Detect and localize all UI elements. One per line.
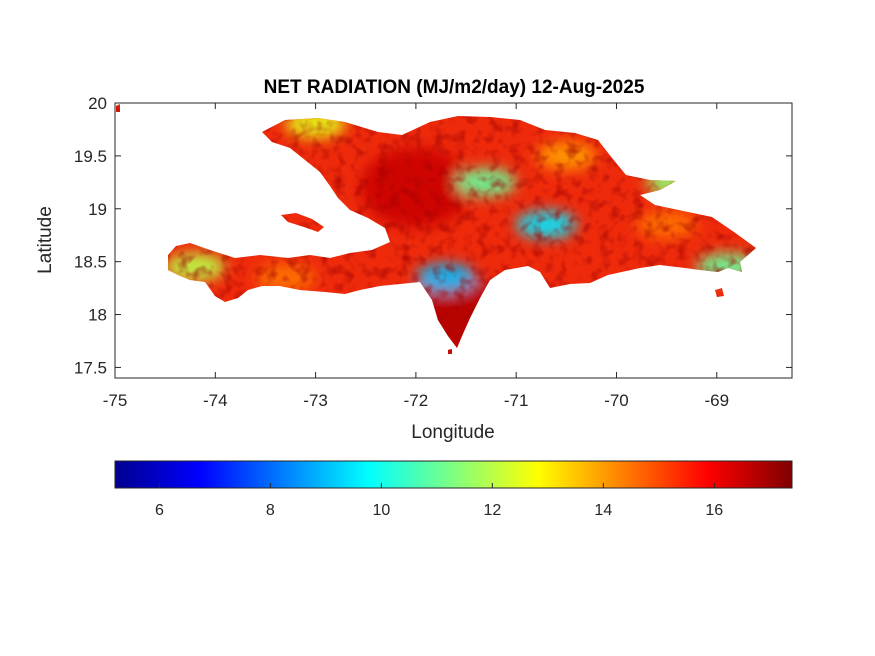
- x-axis: -75 -74 -73 -72 -71 -70 -69: [103, 103, 729, 410]
- colorbar-tick-label: 12: [483, 502, 501, 519]
- x-tick-label: -74: [203, 391, 228, 410]
- colorbar-tick-label: 16: [705, 502, 723, 519]
- colorbar-ticks: 6 8 10 12 14 16: [155, 483, 723, 519]
- y-tick-label: 19.5: [74, 147, 107, 166]
- colorbar-tick-label: 6: [155, 502, 164, 519]
- x-tick-label: -70: [604, 391, 629, 410]
- y-tick-label: 18.5: [74, 253, 107, 272]
- x-tick-label: -71: [504, 391, 529, 410]
- chart-title: NET RADIATION (MJ/m2/day) 12-Aug-2025: [264, 77, 645, 98]
- y-axis: 17.5 18 18.5 19 19.5 20: [74, 94, 792, 377]
- colorbar-tick-label: 8: [266, 502, 275, 519]
- colorbar-tick-label: 10: [372, 502, 390, 519]
- x-tick-label: -72: [404, 391, 429, 410]
- y-tick-label: 17.5: [74, 358, 107, 377]
- colorbar: [114, 460, 793, 489]
- x-tick-label: -75: [103, 391, 128, 410]
- x-tick-label: -69: [704, 391, 729, 410]
- x-tick-label: -73: [303, 391, 328, 410]
- y-axis-title: Latitude: [35, 206, 56, 274]
- x-axis-title: Longitude: [411, 422, 494, 443]
- y-tick-label: 20: [88, 94, 107, 113]
- y-tick-label: 19: [88, 200, 107, 219]
- colorbar-tick-label: 14: [594, 502, 612, 519]
- y-tick-label: 18: [88, 306, 107, 325]
